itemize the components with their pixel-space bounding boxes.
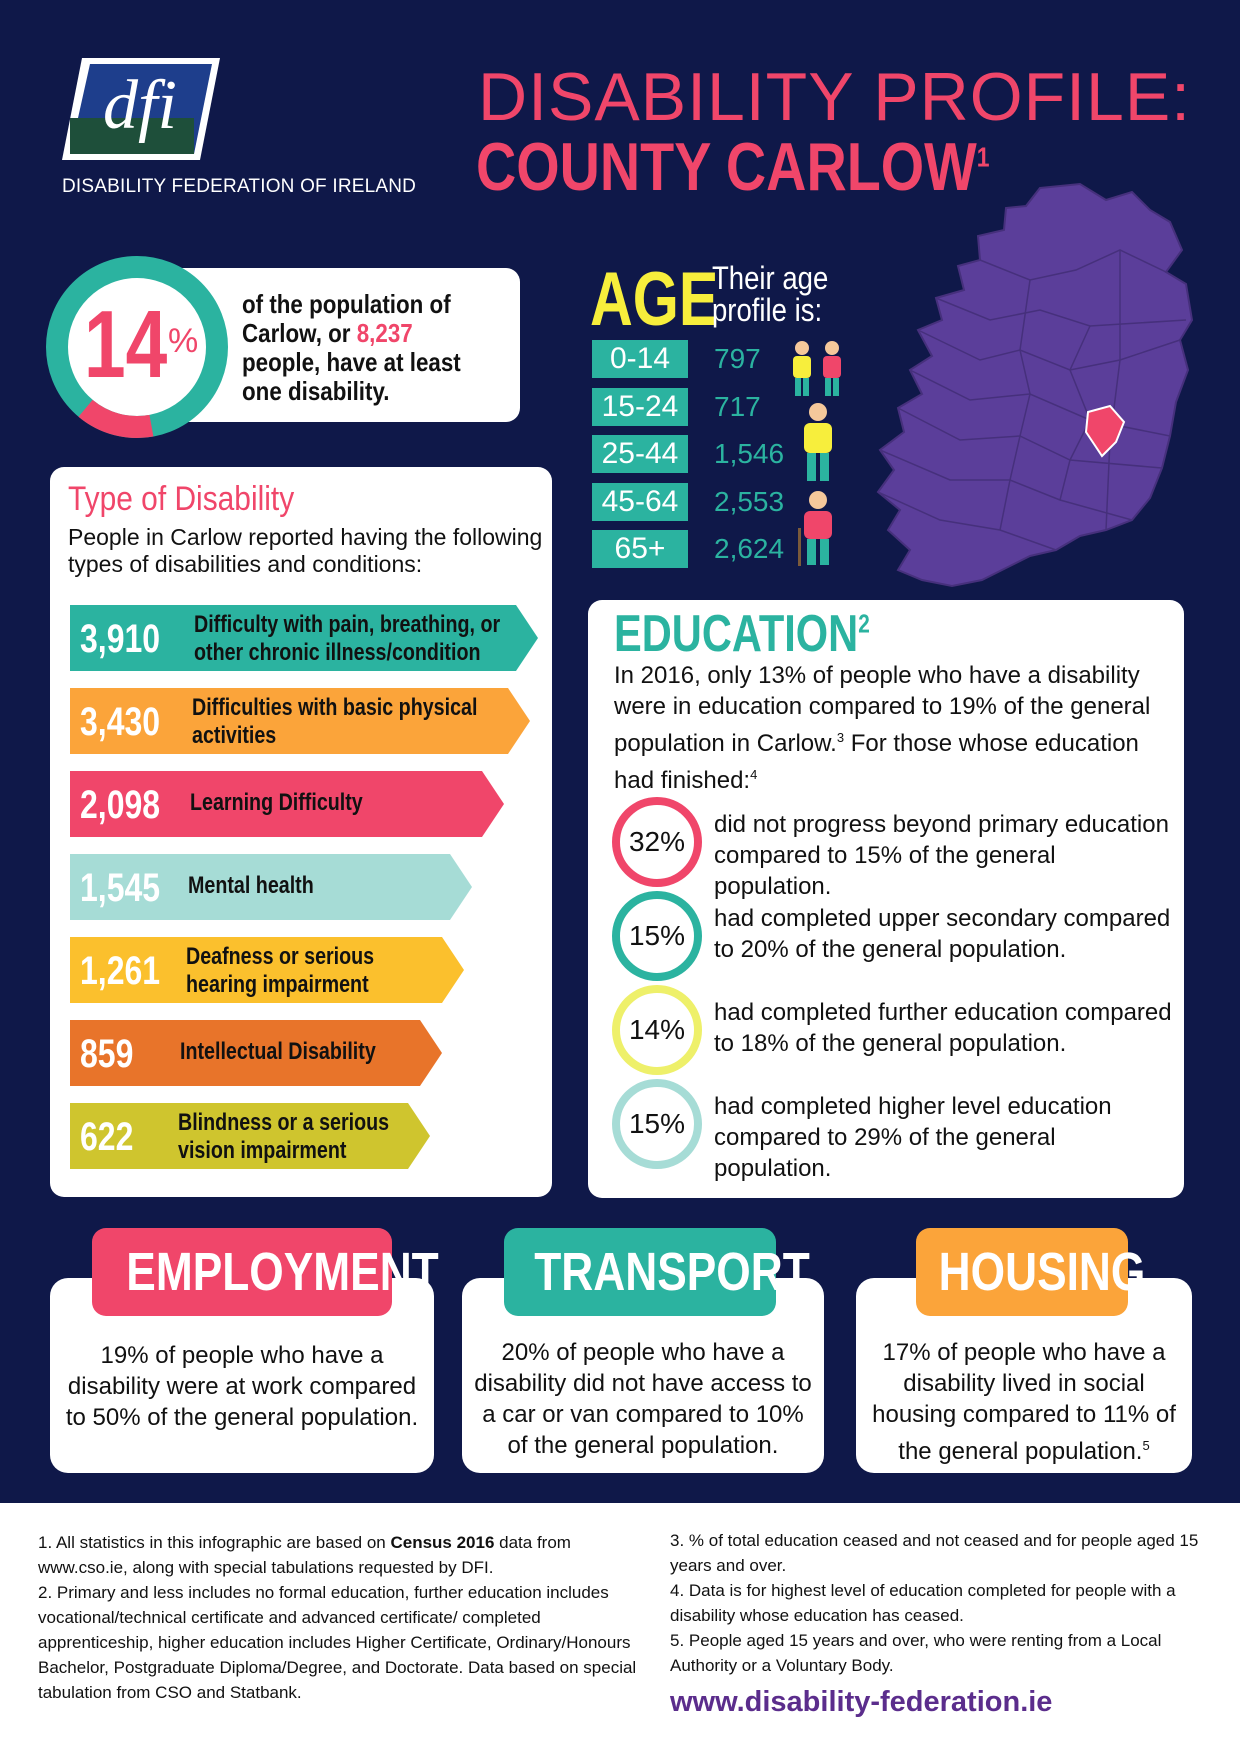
disability-bar: [70, 771, 504, 837]
disability-bar: [70, 1020, 442, 1086]
education-stat-text: had completed further education compared…: [714, 999, 1172, 1057]
disability-label: Intellectual Disability: [180, 1038, 376, 1065]
age-range: 0-14: [592, 340, 688, 378]
footnote-4: 4. Data is for highest level of educatio…: [670, 1581, 1176, 1625]
housing-text: 17% of people who have a disability live…: [872, 1339, 1176, 1465]
age-title: AGE: [590, 257, 719, 342]
disability-row: 622 Blindness or a serious vision impairme…: [70, 1103, 430, 1169]
footnote-2: 2. Primary and less includes no formal e…: [38, 1583, 637, 1702]
disability-bar: [70, 937, 464, 1003]
disability-count: 1,261: [80, 949, 161, 993]
education-title: EDUCATION2: [614, 605, 870, 663]
footnote-1: 1. All statistics in this infographic ar…: [38, 1533, 571, 1577]
disability-row: 1,261 Deafness or serious hearing impairme…: [70, 937, 464, 1003]
elderly-icon: [798, 491, 832, 566]
disability-count: 2,098: [80, 783, 161, 827]
employment-label: EMPLOYMENT: [92, 1228, 439, 1316]
children-icon: [793, 341, 841, 396]
disability-type-description: People in Carlow reported having the fol…: [68, 524, 543, 577]
disability-row: 1,545 Mental health: [70, 854, 472, 920]
disability-count: 1,545: [80, 866, 161, 910]
education-percent-circle: 15%: [612, 1079, 702, 1169]
disability-row: 2,098 Learning Difficulty: [70, 771, 504, 837]
population-ring: [46, 256, 228, 438]
population-percent: 14: [84, 291, 168, 398]
ireland-map: [876, 182, 1194, 588]
disability-type-title: Type of Disability: [68, 480, 295, 518]
age-count: 2,553: [714, 485, 785, 517]
disability-label: Difficulty with pain, breathing, or other…: [194, 611, 501, 666]
disability-count: 3,430: [80, 700, 161, 744]
age-range: 65+: [592, 530, 688, 568]
disability-label: Mental health: [188, 872, 314, 899]
dfi-logo: dfi: [62, 58, 220, 160]
transport-text: 20% of people who have a disability did …: [474, 1339, 812, 1459]
adult-icon: [804, 403, 832, 481]
education-intro: In 2016, only 13% of people who have a d…: [614, 662, 1151, 794]
disability-row: 859 Intellectual Disability: [70, 1020, 442, 1086]
age-count: 2,624: [714, 533, 785, 564]
page-subtitle: COUNTY CARLOW1: [476, 129, 990, 205]
disability-count: 3,910: [80, 617, 161, 661]
age-range: 25-44: [592, 435, 688, 473]
percent-sign: %: [168, 322, 199, 360]
transport-label: TRANSPORT: [504, 1228, 810, 1316]
education-stat-text: had completed upper secondary compared t…: [714, 905, 1171, 963]
education-stat-text: had completed higher level education com…: [714, 1093, 1112, 1182]
logo-letters: dfi: [103, 67, 177, 144]
education-percent-circle: 15%: [612, 891, 702, 981]
age-subtitle: Their age profile is:: [712, 260, 829, 328]
disability-label: Deafness or serious hearing impairment: [186, 943, 375, 998]
page-title: DISABILITY PROFILE:: [478, 59, 1192, 135]
age-count: 1,546: [714, 438, 785, 469]
disability-row: 3,910 Difficulty with pain, breathing, or…: [70, 605, 538, 671]
footnote-5: 5. People aged 15 years and over, who we…: [670, 1631, 1162, 1675]
org-name: DISABILITY FEDERATION OF IRELAND: [62, 176, 417, 197]
disability-bar: [70, 688, 530, 754]
footnote-3: 3. % of total education ceased and not c…: [670, 1531, 1199, 1575]
disability-bar: [70, 1103, 430, 1169]
population-ring-arc: [46, 256, 228, 438]
disability-count: 859: [80, 1032, 134, 1076]
age-count: 797: [714, 343, 761, 374]
age-range: 45-64: [592, 482, 688, 521]
age-range: 15-24: [592, 387, 688, 426]
disability-row: 3,430 Difficulties with basic physical act…: [70, 688, 530, 754]
age-count: 717: [714, 390, 761, 422]
education-stat-text: did not progress beyond primary educatio…: [714, 811, 1169, 900]
population-description: of the population of Carlow, or 8,237 pe…: [242, 289, 461, 406]
education-percent-circle: 14%: [612, 985, 702, 1075]
ireland-shape: [876, 182, 1194, 588]
disability-bar: [70, 854, 472, 920]
employment-text: 19% of people who have a disability were…: [65, 1342, 419, 1431]
county-borders: [877, 249, 1187, 551]
carlow-highlight: [1084, 404, 1126, 458]
housing-label: HOUSING: [916, 1228, 1145, 1316]
website-link[interactable]: www.disability-federation.ie: [670, 1686, 1053, 1718]
disability-label: Difficulties with basic physical activiti…: [192, 694, 478, 749]
disability-bar: [70, 605, 538, 671]
disability-label: Blindness or a serious vision impairment: [178, 1109, 390, 1164]
education-percent-circle: 32%: [612, 797, 702, 887]
disability-count: 622: [80, 1115, 134, 1159]
population-count: 8,237: [356, 318, 413, 348]
disability-label: Learning Difficulty: [190, 789, 363, 816]
